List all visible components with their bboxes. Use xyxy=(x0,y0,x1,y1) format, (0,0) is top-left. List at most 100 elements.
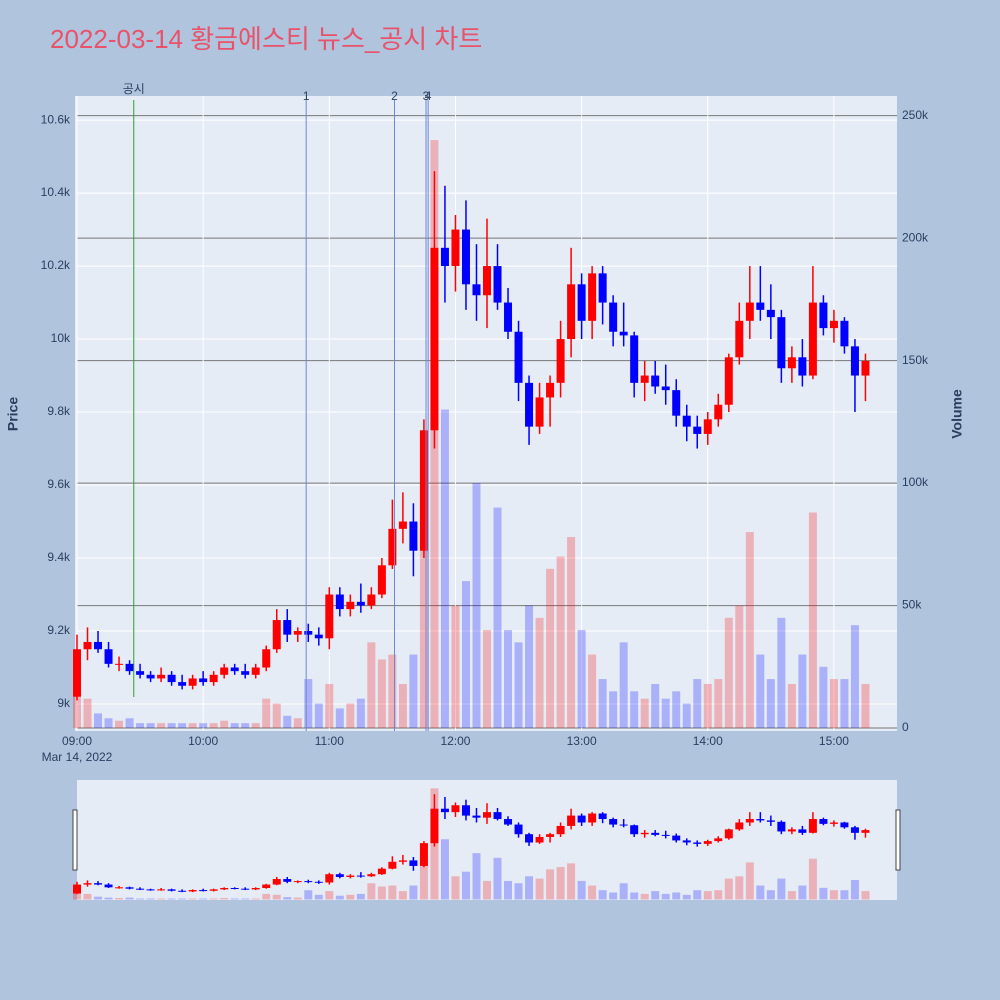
volume-bar xyxy=(125,718,134,729)
volume-bar xyxy=(787,891,796,900)
volume-bar xyxy=(514,642,523,729)
volume-bar xyxy=(588,885,597,900)
candle-body xyxy=(419,843,428,866)
candle-body xyxy=(504,819,513,825)
volume-bar xyxy=(861,683,870,729)
candle-body xyxy=(756,819,765,821)
volume-bar xyxy=(73,892,81,900)
y-tick-label: 10.6k xyxy=(41,112,71,126)
candle-body xyxy=(651,375,660,387)
candle-body xyxy=(398,521,407,529)
range-handle[interactable] xyxy=(72,809,78,871)
candle-body xyxy=(157,889,166,891)
candle-body xyxy=(178,682,187,686)
candle-body xyxy=(598,813,607,820)
volume-bar xyxy=(714,679,723,729)
candle-body xyxy=(808,819,817,833)
volume-bar xyxy=(94,713,103,729)
candle-body xyxy=(409,521,418,551)
volume-bar xyxy=(619,883,628,900)
candle-body xyxy=(577,815,586,823)
candle-body xyxy=(829,822,838,824)
volume-bar xyxy=(325,683,334,729)
volume-bar xyxy=(798,885,807,900)
candle-body xyxy=(325,874,334,883)
volume-bar xyxy=(651,891,660,900)
candle-body xyxy=(325,594,334,639)
volume-bar xyxy=(567,863,576,900)
candle-body xyxy=(220,888,229,890)
volume-bar xyxy=(241,723,250,729)
candle-body xyxy=(850,346,859,376)
y-tick-label: 9.4k xyxy=(47,550,71,564)
candle-body xyxy=(735,320,744,358)
volume-bar xyxy=(640,893,649,900)
candle-body xyxy=(461,229,470,285)
volume-bar xyxy=(167,898,176,900)
volume-bar xyxy=(819,666,828,729)
volume-bar xyxy=(735,876,744,900)
volume-bar xyxy=(272,703,281,729)
volume-bar xyxy=(504,630,513,729)
candle-body xyxy=(714,404,723,420)
volume-bar xyxy=(188,723,197,729)
candle-body xyxy=(304,631,313,635)
candle-body xyxy=(241,888,250,890)
candle-body xyxy=(83,883,92,885)
y-tick-label: 9k xyxy=(57,696,71,710)
x-tick-label: 10:00 xyxy=(188,734,218,748)
volume-bar xyxy=(682,703,691,729)
candle-body xyxy=(335,594,344,610)
volume-bar xyxy=(609,691,618,729)
plot-area xyxy=(75,96,897,731)
candle-body xyxy=(766,820,775,822)
candle-body xyxy=(346,875,355,877)
volume-bar xyxy=(314,703,323,729)
volume-bar xyxy=(661,698,670,729)
volume-bar xyxy=(766,679,775,729)
candle-body xyxy=(724,829,733,839)
volume-bar xyxy=(125,897,134,900)
volume-bar xyxy=(850,625,859,729)
candle-body xyxy=(83,641,92,650)
volume-bar xyxy=(314,894,323,900)
range-handle[interactable] xyxy=(895,809,901,871)
volume-bar xyxy=(525,876,534,900)
range-slider[interactable] xyxy=(77,780,897,900)
volume-bar xyxy=(388,885,397,900)
volume-bar xyxy=(504,880,513,900)
candle-body xyxy=(293,631,302,635)
candle-body xyxy=(461,805,470,816)
candle-body xyxy=(640,375,649,383)
candle-body xyxy=(356,601,365,606)
candle-body xyxy=(388,528,397,566)
candle-body xyxy=(283,620,292,635)
volume-bar xyxy=(283,897,292,900)
candle-body xyxy=(167,889,176,891)
candle-body xyxy=(787,357,796,369)
y-axis-title: Price xyxy=(5,397,21,431)
candle-body xyxy=(73,884,81,894)
volume-bar xyxy=(493,507,502,729)
candle-body xyxy=(398,860,407,862)
candle-body xyxy=(798,357,807,376)
candle-body xyxy=(146,674,155,679)
candle-body xyxy=(230,667,239,672)
candle-body xyxy=(493,812,502,820)
volume-bar xyxy=(577,880,586,900)
volume-bar xyxy=(745,532,754,729)
candle-body xyxy=(451,805,460,813)
x-date-label: Mar 14, 2022 xyxy=(42,750,113,764)
volume-bar xyxy=(440,839,449,900)
volume-bar xyxy=(241,898,250,900)
candle-body xyxy=(314,634,323,639)
volume-bar xyxy=(451,876,460,900)
volume-bar xyxy=(335,895,344,900)
x-tick-label: 13:00 xyxy=(567,734,597,748)
y2-axis-title: Volume xyxy=(949,389,965,439)
annotation-label: 1 xyxy=(303,89,310,103)
volume-bar xyxy=(483,630,491,729)
candle-body xyxy=(724,357,733,405)
x-tick-label: 09:00 xyxy=(62,734,92,748)
volume-bar xyxy=(83,893,92,900)
